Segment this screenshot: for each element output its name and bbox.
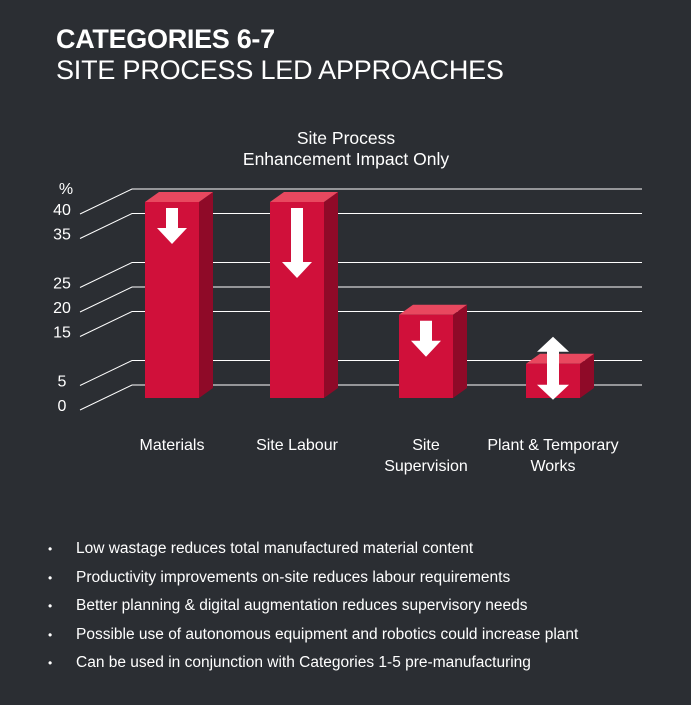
- y-tick-label: 25: [53, 276, 71, 293]
- bullet-list: • Low wastage reduces total manufactured …: [48, 540, 578, 683]
- page-title: CATEGORIES 6-7: [56, 24, 275, 54]
- bar-group: [145, 192, 213, 398]
- gridline: [79, 188, 642, 215]
- gridline: [79, 360, 642, 386]
- bullet-dot-icon: •: [48, 542, 53, 556]
- gridline: [79, 384, 642, 411]
- bar-group: [270, 192, 338, 398]
- x-category-label: Supervision: [384, 458, 468, 475]
- bullet-dot-icon: •: [48, 656, 53, 671]
- bullet-item: • Possible use of autonomous equipment an…: [48, 626, 578, 655]
- bullet-text: Can be used in conjunction with Categori…: [76, 654, 531, 672]
- bullet-dot-icon: •: [48, 627, 53, 642]
- y-tick-label: 35: [53, 227, 71, 244]
- bar-top: [145, 192, 213, 202]
- x-category-label: Materials: [140, 437, 205, 454]
- bullet-text: Possible use of autonomous equipment and…: [76, 625, 579, 643]
- x-category-label: Site Labour: [256, 437, 339, 454]
- y-axis-label: %: [59, 181, 73, 198]
- y-tick-label: 15: [53, 325, 71, 342]
- bar-group: [526, 336, 594, 400]
- bar-side: [453, 304, 467, 398]
- bullet-item: • Productivity improvements on-site reduc…: [48, 569, 578, 598]
- bullet-item: • Can be used in conjunction with Categor…: [48, 654, 578, 683]
- bullet-text: Productivity improvements on-site reduce…: [76, 568, 511, 586]
- gridline: [79, 311, 642, 337]
- gridline: [79, 286, 642, 313]
- y-tick-label: 0: [58, 398, 67, 415]
- y-tick-label: 20: [53, 300, 71, 317]
- down-arrow-icon: [411, 320, 441, 357]
- chart-title-line: Enhancement Impact Only: [243, 149, 449, 169]
- down-arrow-icon: [282, 208, 312, 278]
- bullet-text: Better planning & digital augmentation r…: [76, 597, 528, 615]
- bar-side: [324, 192, 338, 398]
- bullet-dot-icon: •: [48, 599, 53, 614]
- up-down-arrow-icon: [537, 336, 569, 400]
- bar-top: [526, 353, 594, 364]
- bullet-text: Low wastage reduces total manufactured m…: [76, 540, 474, 557]
- bullet-item: • Better planning & digital augmentation …: [48, 597, 578, 626]
- bar-top: [270, 192, 338, 202]
- page-subtitle: SITE PROCESS LED APPROACHES: [56, 55, 504, 85]
- gridline: [79, 213, 642, 239]
- bullet-item: • Low wastage reduces total manufactured …: [48, 540, 578, 569]
- x-category-label: Works: [530, 458, 575, 475]
- y-tick-label: 40: [53, 202, 71, 219]
- gridline: [79, 262, 642, 288]
- down-arrow-icon: [157, 208, 187, 244]
- bar-top: [399, 304, 467, 315]
- y-tick-label: 5: [58, 374, 67, 391]
- bar-side: [580, 353, 594, 398]
- bar-group: [399, 304, 467, 398]
- x-category-label: Site: [412, 437, 440, 454]
- x-category-label: Plant & Temporary: [487, 437, 618, 454]
- page-heading: CATEGORIES 6-7 SITE PROCESS LED APPROACH…: [56, 24, 504, 86]
- bar-side: [199, 192, 213, 398]
- bullet-dot-icon: •: [48, 570, 53, 585]
- chart-title-line: Site Process: [297, 128, 395, 148]
